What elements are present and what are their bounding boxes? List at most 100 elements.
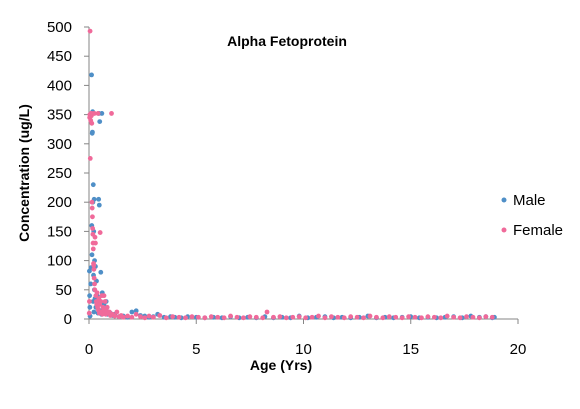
data-point-female [93, 240, 98, 246]
data-point-female [341, 315, 347, 321]
data-point-female [87, 156, 93, 161]
data-point-female [470, 314, 476, 320]
data-point-female [208, 314, 214, 320]
data-point-female [438, 315, 444, 321]
data-point-female [476, 315, 482, 321]
y-tick-label: 0 [64, 311, 72, 328]
data-point-female [361, 315, 366, 321]
data-point-male [96, 196, 102, 202]
legend-label-female: Female [513, 222, 563, 239]
data-point-female [457, 315, 463, 321]
data-point-female [89, 120, 95, 126]
data-point-female [425, 314, 431, 320]
data-point-female [354, 314, 360, 320]
data-point-female [399, 315, 405, 321]
data-point-female [444, 313, 450, 319]
data-point-male [88, 281, 94, 287]
data-point-female [114, 309, 120, 315]
x-tick-label: 0 [85, 341, 93, 358]
data-point-female [406, 314, 412, 320]
data-point-female [303, 315, 309, 321]
data-point-female [335, 314, 341, 320]
data-point-female [309, 314, 315, 320]
y-tick-label: 400 [47, 77, 72, 94]
y-tick-label: 100 [47, 253, 72, 270]
legend-label-male: Male [513, 192, 546, 209]
data-point-female [133, 311, 139, 317]
data-point-female [91, 275, 97, 281]
data-point-female [87, 299, 92, 304]
data-point-female [215, 314, 221, 320]
data-point-female [290, 314, 296, 320]
y-tick-label: 350 [47, 107, 72, 124]
data-point-female [189, 314, 195, 320]
data-point-male [129, 309, 135, 315]
data-point-female [92, 281, 97, 287]
data-point-female [431, 314, 437, 320]
data-point-female [112, 313, 118, 319]
plot-area: 0 50 100 150 200 250 300 350 400 450 500 0 5 10 15 20 [47, 19, 526, 358]
data-point-female [90, 246, 96, 252]
data-point-male [96, 202, 102, 208]
data-point-female [183, 315, 188, 321]
data-point-female [283, 315, 289, 321]
data-points [86, 28, 497, 321]
data-point-female [102, 299, 108, 304]
data-point-male [89, 252, 95, 258]
data-point-female [97, 230, 103, 235]
data-point-female [195, 314, 201, 320]
data-point-female [316, 313, 321, 319]
data-point-female [120, 314, 126, 320]
data-point-male [90, 182, 96, 188]
data-point-female [241, 315, 246, 321]
data-point-female [138, 314, 143, 320]
chart-title: Alpha Fetoprotein [227, 33, 347, 49]
data-point-female [163, 315, 169, 321]
data-point-female [95, 111, 101, 116]
x-ticks: 0 5 10 15 20 [85, 319, 527, 358]
y-tick-label: 300 [47, 136, 72, 153]
legend: Male Female [501, 192, 563, 239]
data-point-male [90, 129, 95, 135]
y-tick-label: 200 [47, 194, 72, 211]
data-point-female [380, 315, 386, 321]
data-point-female [228, 313, 233, 319]
data-point-female [91, 266, 97, 272]
data-point-female [393, 314, 399, 320]
data-point-male [99, 111, 105, 116]
data-point-female [264, 309, 270, 315]
x-tick-label: 5 [192, 341, 200, 358]
y-tick-label: 450 [47, 48, 72, 65]
data-point-female [142, 315, 148, 321]
data-point-male [91, 309, 97, 315]
legend-marker-female [501, 227, 507, 233]
data-point-female [367, 313, 373, 319]
y-axis-title: Concentration (ug/L) [16, 104, 32, 242]
data-point-female [87, 28, 93, 34]
data-point-female [483, 314, 489, 320]
data-point-female [146, 313, 152, 319]
data-point-female [98, 299, 104, 304]
data-point-female [89, 199, 95, 205]
data-point-female [348, 314, 354, 320]
data-point-female [202, 315, 208, 321]
data-point-female [489, 314, 495, 320]
data-point-male [87, 293, 93, 299]
x-tick-label: 20 [510, 341, 527, 358]
data-point-female [170, 314, 176, 320]
data-point-female [125, 313, 131, 319]
data-point-female [176, 314, 182, 320]
data-point-male [98, 269, 104, 275]
y-tick-label: 150 [47, 223, 72, 240]
y-tick-label: 500 [47, 19, 72, 36]
data-point-male [133, 308, 139, 314]
data-point-female [90, 226, 96, 231]
data-point-female [322, 315, 328, 321]
data-point-female [91, 111, 97, 116]
data-point-female [91, 262, 97, 268]
data-point-female [247, 314, 253, 320]
data-point-female [296, 314, 302, 320]
data-point-female [412, 314, 418, 320]
x-axis-title: Age (Yrs) [250, 357, 312, 373]
